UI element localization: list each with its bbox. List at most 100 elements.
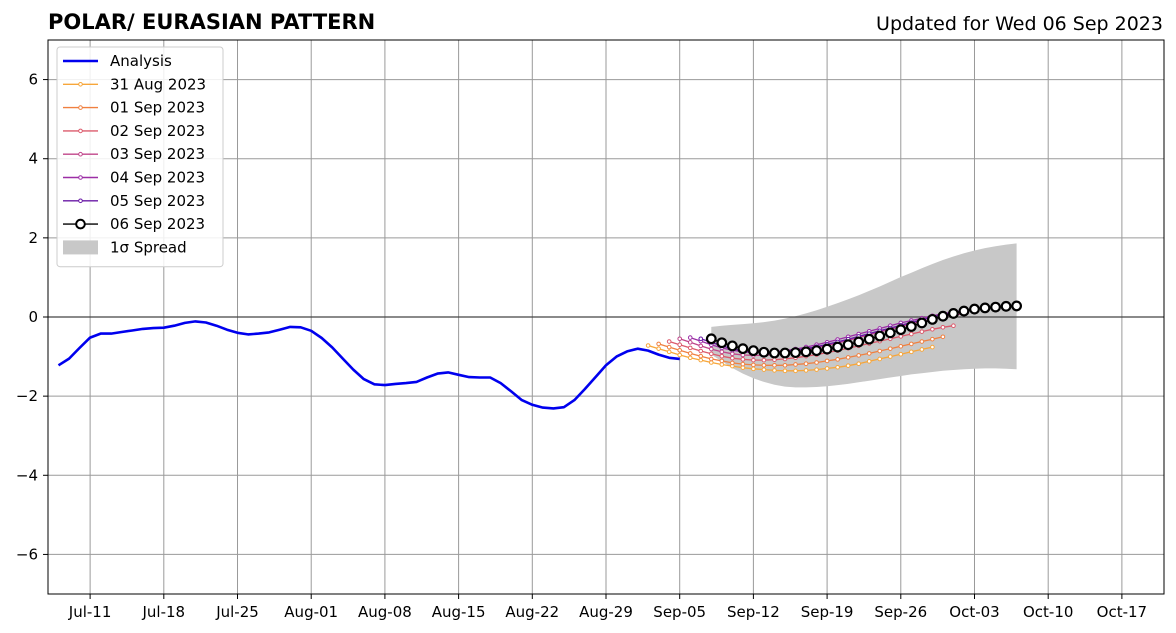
legend-item: Analysis [63, 52, 172, 70]
data-point [877, 356, 883, 362]
x-tick-label: Aug-08 [358, 603, 412, 621]
data-point [719, 349, 725, 355]
data-point [814, 367, 819, 372]
data-point [898, 351, 904, 357]
legend-marker [75, 218, 86, 230]
data-point [800, 346, 812, 358]
legend-label: 02 Sep 2023 [110, 122, 205, 140]
data-point [645, 343, 651, 348]
data-point [730, 360, 735, 366]
legend-item: 03 Sep 2023 [63, 145, 205, 163]
data-point [866, 351, 872, 356]
data-point [948, 308, 959, 319]
legend-item: 31 Aug 2023 [63, 75, 206, 93]
data-point [656, 346, 661, 351]
x-tick-label: Jul-25 [215, 603, 259, 621]
data-point [887, 346, 893, 351]
x-tick-label: Oct-17 [1097, 603, 1147, 621]
legend-marker [78, 175, 83, 180]
data-point [705, 333, 717, 345]
data-point [708, 356, 714, 362]
legend-label: 01 Sep 2023 [110, 99, 205, 117]
data-point [887, 354, 893, 359]
data-point [666, 344, 672, 350]
data-point [719, 362, 725, 367]
data-point [803, 368, 809, 373]
data-point [779, 347, 791, 359]
data-point [856, 353, 861, 358]
y-tick-label: 4 [28, 150, 38, 168]
data-point [930, 326, 935, 332]
data-point [979, 302, 991, 314]
data-point [726, 340, 738, 352]
data-point [769, 347, 780, 359]
series-line-forecast [647, 344, 933, 372]
legend-item: 01 Sep 2023 [63, 99, 205, 117]
data-point [687, 345, 693, 351]
data-point [793, 362, 798, 367]
data-point [898, 334, 904, 339]
series [57, 300, 1023, 410]
data-point [866, 359, 872, 364]
data-point [687, 340, 693, 345]
data-point [937, 310, 949, 322]
data-point [811, 345, 822, 357]
data-point [874, 330, 886, 342]
series-forecast [645, 343, 935, 374]
data-point [969, 303, 980, 315]
data-point [761, 357, 767, 363]
legend: Analysis 31 Aug 2023 01 Sep 2023 02 Sep 202… [56, 46, 224, 268]
series-forecast [705, 300, 1023, 359]
data-point [687, 351, 693, 356]
data-point [916, 317, 928, 329]
data-point [708, 360, 714, 365]
data-point [814, 360, 819, 365]
data-point [772, 362, 777, 368]
data-point [845, 355, 851, 360]
chart-title: POLAR/ EURASIAN PATTERN [48, 10, 375, 34]
data-point [747, 345, 759, 357]
legend-marker [78, 128, 83, 134]
data-point [687, 335, 693, 340]
data-point [824, 358, 830, 364]
data-point [919, 329, 925, 334]
x-tick-label: Aug-01 [284, 603, 338, 621]
data-point [845, 363, 851, 368]
x-tick-label: Sep-12 [727, 603, 780, 621]
x-tick-label: Jul-18 [142, 603, 186, 621]
data-point [909, 341, 914, 347]
y-tick-label: −2 [16, 387, 38, 405]
chart-subtitle: Updated for Wed 06 Sep 2023 [876, 13, 1163, 35]
data-point [751, 366, 756, 372]
data-point [719, 353, 725, 359]
data-point [740, 361, 746, 367]
data-point [919, 339, 925, 344]
data-point [730, 355, 735, 361]
data-point [951, 323, 956, 329]
data-point [895, 324, 907, 336]
series-line-forecast [689, 308, 975, 354]
legend-label: 05 Sep 2023 [110, 192, 205, 210]
data-point [716, 337, 728, 349]
data-point [761, 367, 767, 372]
data-point [940, 334, 946, 340]
data-point [930, 336, 935, 342]
data-point [677, 342, 682, 348]
legend-item: 04 Sep 2023 [63, 169, 205, 187]
legend-label: 04 Sep 2023 [110, 169, 205, 187]
data-point [909, 349, 914, 355]
x-tick-label: Sep-19 [801, 603, 854, 621]
y-tick-label: 6 [28, 71, 38, 89]
data-point [1011, 300, 1023, 312]
legend-marker [78, 82, 83, 87]
data-point [842, 339, 854, 351]
data-point [958, 305, 970, 317]
data-point [708, 346, 714, 352]
axis-ticks: Jul-11 Jul-18 Jul-25 Aug-01 Aug-08 Aug-15 Aug-… [16, 71, 1147, 621]
data-point [772, 357, 777, 363]
legend-label: 03 Sep 2023 [110, 145, 205, 163]
data-point [751, 362, 756, 368]
data-point [687, 355, 693, 361]
data-point [698, 336, 704, 342]
